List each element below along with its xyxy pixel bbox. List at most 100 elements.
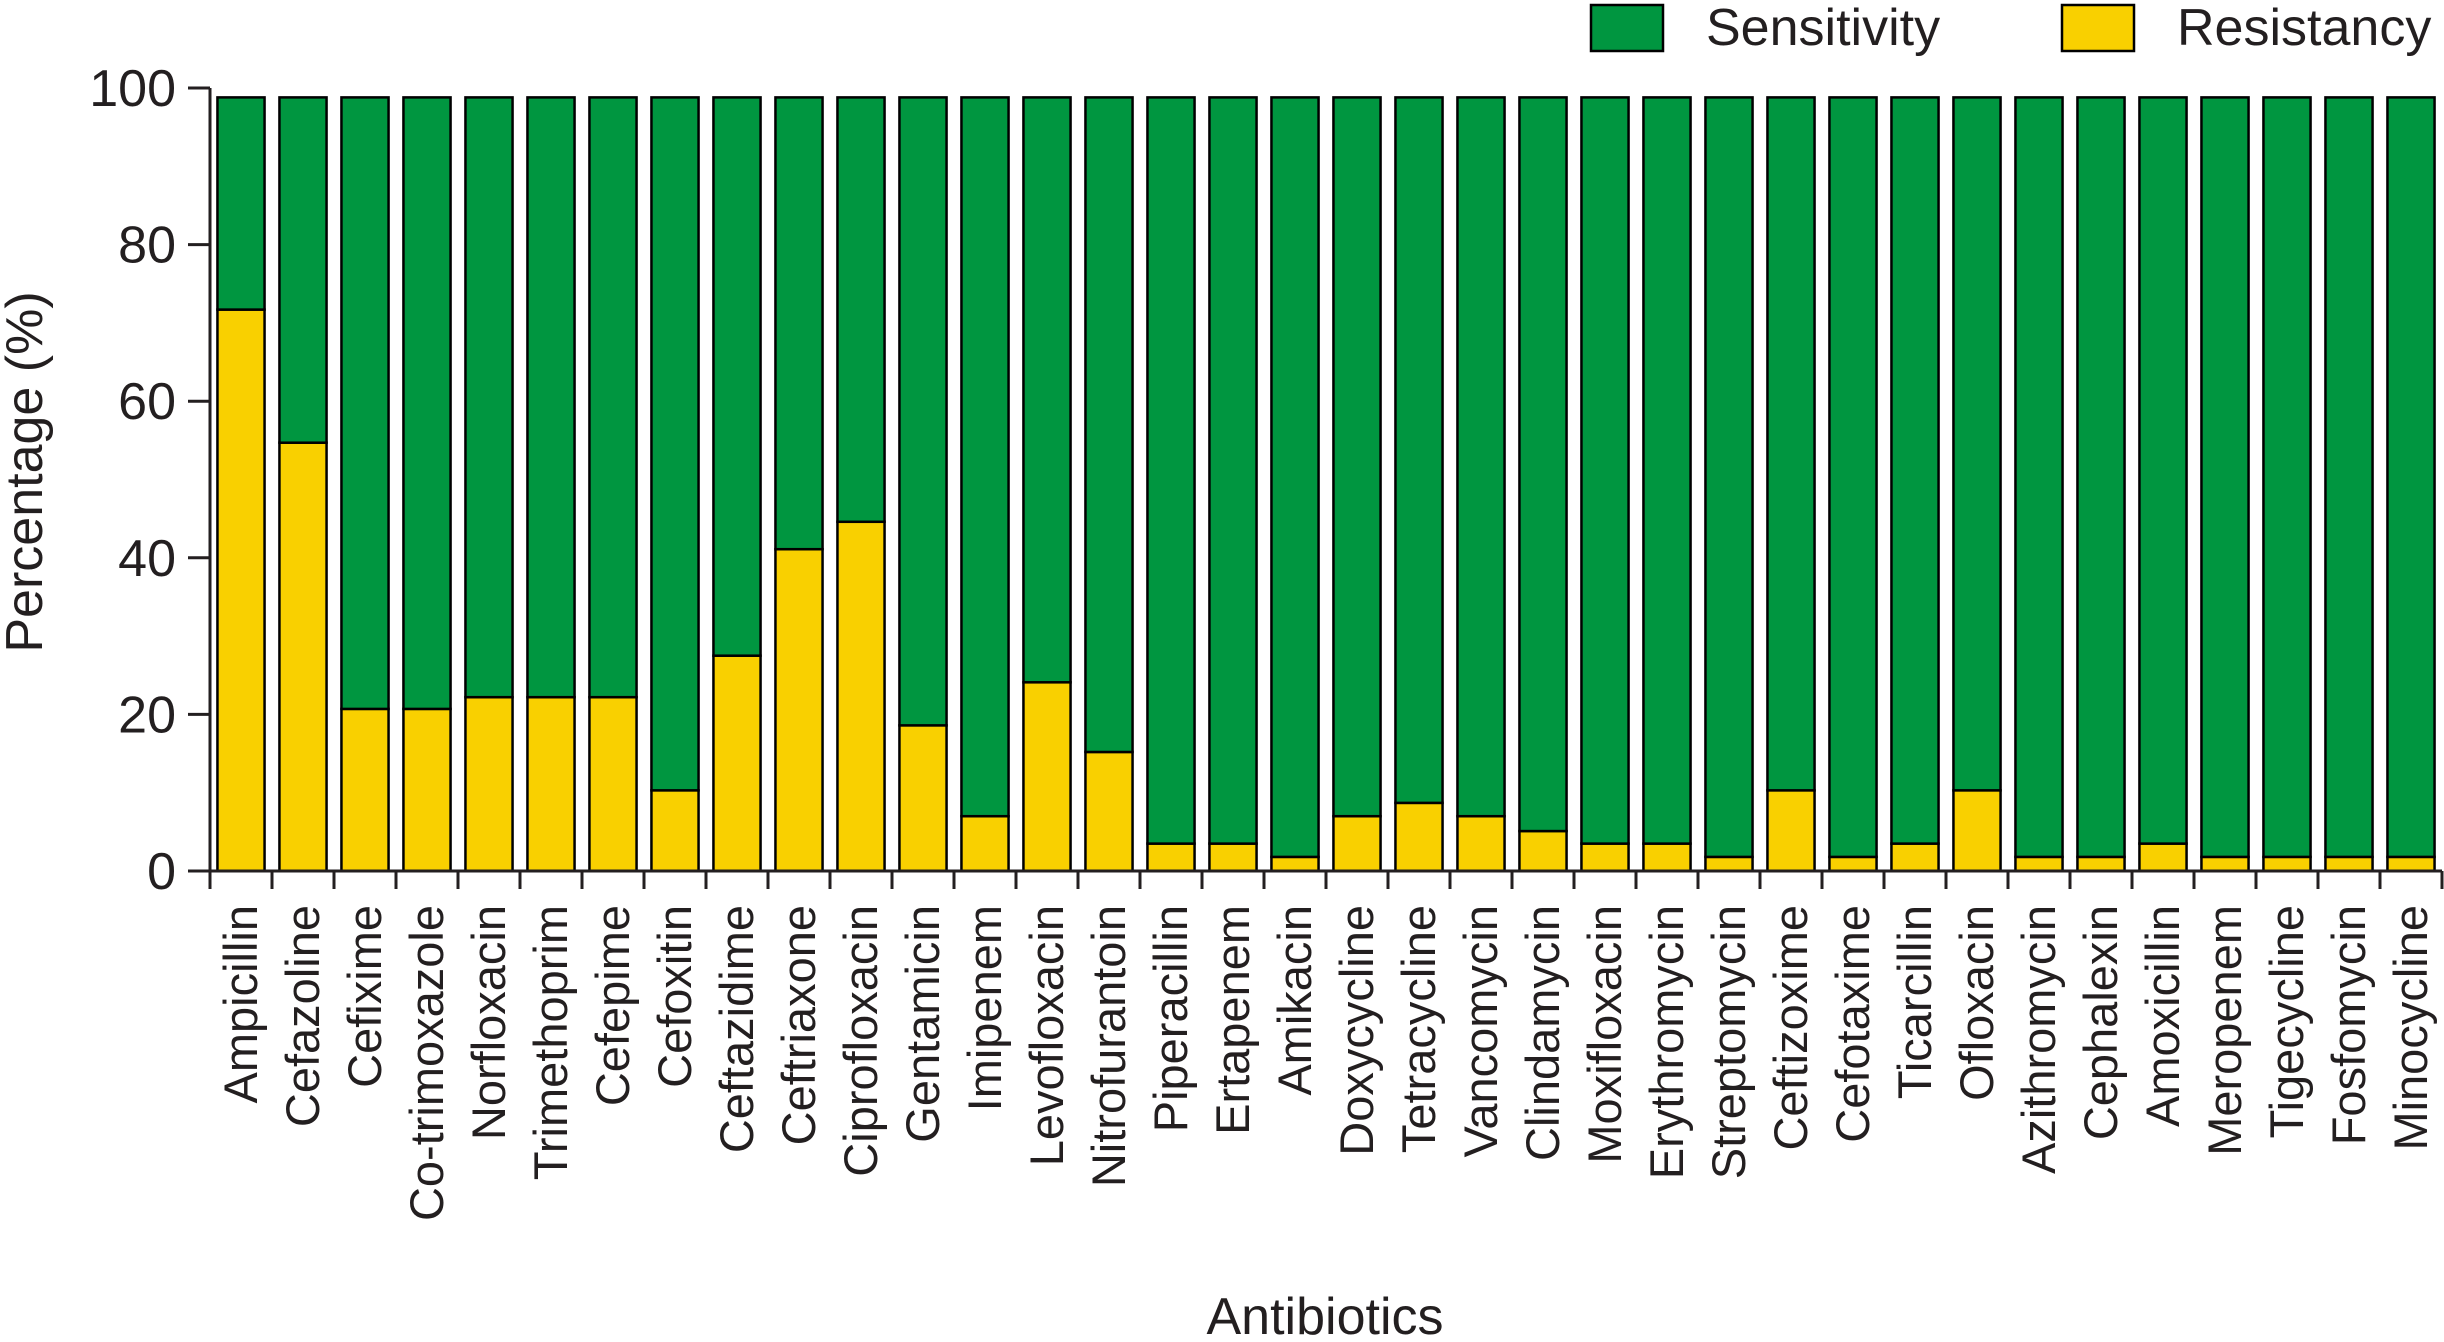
bar-sensitivity (774, 96, 824, 551)
bar-sensitivity (1890, 96, 1940, 845)
y-tick-label: 60 (118, 373, 176, 431)
bar-sensitivity (1456, 96, 1506, 818)
x-category-label: Erythromycin (1640, 905, 1693, 1179)
y-axis: 0 20 40 60 80 100 (89, 60, 212, 901)
bars (216, 96, 2436, 873)
bar-resistancy (526, 695, 576, 873)
bar-resistancy (1456, 814, 1506, 873)
x-category-label: Gentamicin (896, 905, 949, 1143)
bar-sensitivity (712, 96, 762, 657)
x-axis: Ampicillin Cefazoline Cefixime Co-trimoxazo… (208, 869, 2444, 1221)
bar-resistancy (1580, 842, 1630, 873)
bar-resistancy (836, 520, 886, 873)
x-category-label: Amikacin (1268, 905, 1321, 1096)
bar-sensitivity (1828, 96, 1878, 859)
bar-resistancy (2014, 855, 2064, 873)
bar-sensitivity (278, 96, 328, 444)
bar-resistancy (2200, 855, 2250, 873)
x-category-label: Levofloxacin (1020, 905, 1073, 1166)
x-category-label: Co-trimoxazole (400, 905, 453, 1221)
x-category-label: Ceftizoxime (1764, 905, 1817, 1151)
bar-sensitivity (1766, 96, 1816, 792)
x-category-label: Vancomycin (1454, 905, 1507, 1158)
bar-sensitivity (1208, 96, 1258, 845)
y-tick-label: 80 (118, 217, 176, 275)
x-category-label: Cefepime (586, 905, 639, 1106)
bar-sensitivity (2324, 96, 2374, 859)
bar-sensitivity (1952, 96, 2002, 792)
legend-swatch-resistancy (2060, 3, 2136, 53)
bar-sensitivity (2014, 96, 2064, 859)
bar-sensitivity (1394, 96, 1444, 805)
bar-sensitivity (2076, 96, 2126, 859)
bar-resistancy (588, 695, 638, 873)
bar-resistancy (1270, 855, 1320, 873)
bar-sensitivity (836, 96, 886, 524)
x-category-label: Clindamycin (1516, 905, 1569, 1161)
y-tick-label: 0 (147, 843, 176, 901)
x-category-label: Streptomycin (1702, 905, 1755, 1179)
bar-resistancy (898, 724, 948, 873)
bar-sensitivity (2262, 96, 2312, 859)
bar-resistancy (650, 789, 700, 873)
x-category-label: Azithromycin (2012, 905, 2065, 1174)
x-category-label: Ceftazidime (710, 905, 763, 1153)
bar-sensitivity (1270, 96, 1320, 859)
bar-sensitivity (1642, 96, 1692, 845)
x-category-label: Norfloxacin (462, 905, 515, 1140)
bar-resistancy (464, 695, 514, 873)
x-category-label: Ertapenem (1206, 905, 1259, 1135)
bar-resistancy (1642, 842, 1692, 873)
bar-resistancy (1394, 801, 1444, 873)
x-category-label: Ampicillin (214, 905, 267, 1104)
bar-sensitivity (340, 96, 390, 711)
bar-resistancy (1704, 855, 1754, 873)
bar-resistancy (216, 308, 266, 873)
x-category-label: Tigecycline (2260, 905, 2313, 1138)
bar-resistancy (2138, 842, 2188, 873)
legend-label-sensitivity: Sensitivity (1706, 0, 1940, 57)
legend-swatch-sensitivity (1589, 3, 1665, 53)
x-category-label: Cefazoline (276, 905, 329, 1127)
bar-resistancy (1890, 842, 1940, 873)
bar-resistancy (712, 654, 762, 873)
bar-sensitivity (1084, 96, 1134, 754)
bar-sensitivity (1704, 96, 1754, 859)
bar-sensitivity (650, 96, 700, 792)
bar-sensitivity (1332, 96, 1382, 818)
x-category-label: Ticarcillin (1888, 905, 1941, 1099)
bar-resistancy (1084, 750, 1134, 873)
x-category-label: Nitrofurantoin (1082, 905, 1135, 1187)
y-tick-label: 20 (118, 686, 176, 744)
bar-resistancy (2262, 855, 2312, 873)
bar-sensitivity (526, 96, 576, 699)
y-tick-label: 100 (89, 60, 176, 118)
x-category-label: Ceftriaxone (772, 905, 825, 1145)
bar-resistancy (2076, 855, 2126, 873)
x-category-label: Cefotaxime (1826, 905, 1879, 1143)
bar-resistancy (1952, 789, 2002, 873)
bar-resistancy (1766, 789, 1816, 873)
bar-resistancy (340, 707, 390, 873)
bar-resistancy (1208, 842, 1258, 873)
bar-sensitivity (216, 96, 266, 311)
legend: Sensitivity Resistancy (1589, 0, 2431, 57)
y-axis-title: Percentage (%) (0, 291, 54, 652)
x-category-label: Trimethoprim (524, 905, 577, 1180)
bar-resistancy (1518, 829, 1568, 873)
bar-resistancy (960, 814, 1010, 873)
x-category-label: Cefoxitin (648, 905, 701, 1088)
bar-resistancy (1828, 855, 1878, 873)
x-category-label: Moxifloxacin (1578, 905, 1631, 1164)
bar-resistancy (402, 707, 452, 873)
bar-sensitivity (2138, 96, 2188, 845)
bar-resistancy (1146, 842, 1196, 873)
bar-sensitivity (2386, 96, 2436, 859)
bar-sensitivity (1146, 96, 1196, 845)
legend-label-resistancy: Resistancy (2177, 0, 2431, 57)
x-category-label: Ciprofloxacin (834, 905, 887, 1177)
bar-sensitivity (464, 96, 514, 699)
bar-resistancy (2324, 855, 2374, 873)
bar-resistancy (278, 441, 328, 873)
x-category-label: Ofloxacin (1950, 905, 2003, 1101)
